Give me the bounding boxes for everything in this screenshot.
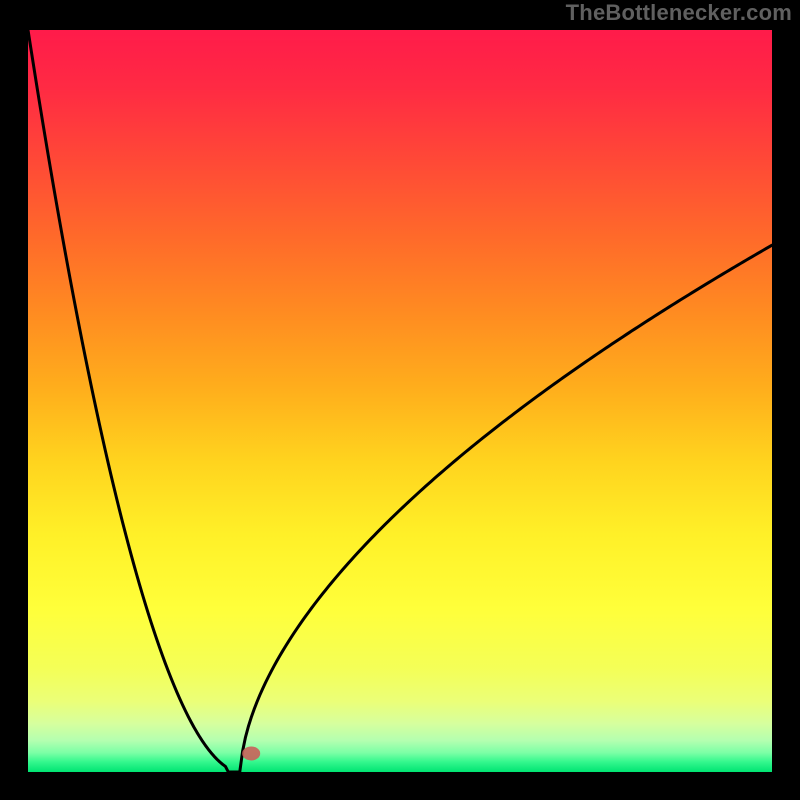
- bottleneck-chart-svg: [0, 0, 800, 800]
- source-attribution: TheBottlenecker.com: [566, 0, 792, 26]
- chart-stage: TheBottlenecker.com: [0, 0, 800, 800]
- notch-marker: [242, 746, 260, 760]
- plot-background: [28, 30, 772, 772]
